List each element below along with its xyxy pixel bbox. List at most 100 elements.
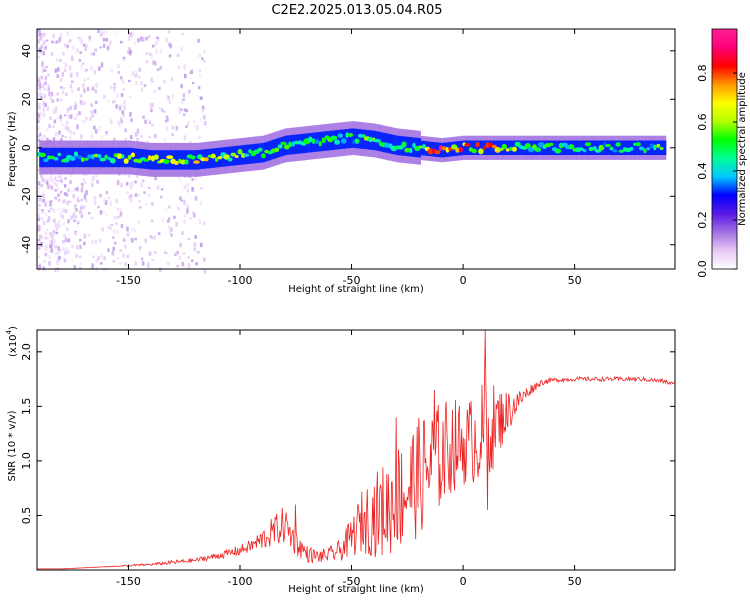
noise-cell [50,233,53,238]
noise-cell [156,36,159,40]
noise-cell [55,40,59,44]
noise-cell [56,92,59,96]
noise-cell [140,36,143,42]
noise-cell [76,187,79,192]
noise-cell [165,115,169,118]
ridge-peak-cell [99,157,107,162]
noise-cell [180,83,183,89]
ridge-peak-cell [237,149,243,155]
ridge-body-cell [132,148,136,168]
noise-cell [88,38,92,42]
noise-cell [41,211,44,214]
noise-cell [79,262,83,265]
noise-cell [146,140,150,144]
spectrogram-y-ticks: -40 -20 0 20 40 [20,44,675,254]
ridge-body-cell [358,129,361,149]
noise-cell [90,52,94,56]
noise-cell [199,74,202,78]
noise-cell [129,135,133,140]
noise-cell [191,178,194,181]
ridge-peak-cell [57,152,61,157]
noise-cell [84,68,87,72]
noise-cell [117,71,120,75]
noise-cell [120,103,124,107]
noise-cell [54,106,58,110]
noise-cell [97,29,100,34]
noise-cell [113,216,117,220]
ridge-body-cell [360,129,363,149]
noise-cell [129,111,132,117]
ridge-body-cell [115,147,118,168]
ridge-peak-cell [69,156,76,161]
noise-cell [55,58,59,62]
noise-cell [67,249,70,254]
noise-cell [154,251,157,254]
noise-cell [64,209,68,214]
noise-cell [38,101,41,106]
noise-cell [129,52,132,56]
noise-cell [66,31,70,37]
noise-cell [113,30,117,34]
noise-cell [49,244,52,248]
ridge-peak-cell [337,133,344,138]
ridge-body-cell [155,150,158,170]
noise-cell [123,105,126,111]
noise-cell [148,35,151,38]
noise-cell [38,204,41,207]
noise-cell [196,125,199,131]
noise-cell [124,262,127,267]
noise-cell [168,99,171,104]
noise-cell [37,134,40,139]
noise-cell [37,117,41,121]
noise-cell [155,49,158,54]
noise-cell [44,252,48,256]
noise-cell [147,263,150,268]
noise-cell [126,254,129,258]
x-tick-label: -150 [116,274,141,287]
noise-cell [93,109,97,114]
ridge-peak-cell [83,157,89,161]
noise-cell [62,247,65,251]
snr-plot: -150 -100 -50 0 50 0.5 1.0 1.5 2.0 Height of st… [5,326,676,595]
noise-cell [81,62,85,65]
noise-cell [117,216,120,219]
noise-cell [59,190,63,194]
ridge-peak-cell [308,136,313,143]
noise-cell [57,193,60,197]
ridge-body-cell [175,150,178,170]
noise-cell [51,98,54,102]
noise-cell [58,223,61,229]
noise-cell [37,246,40,250]
noise-cell [144,238,147,243]
noise-cell [63,259,67,263]
noise-cell [181,231,184,236]
noise-cell [44,81,47,85]
noise-cell [52,125,55,128]
x-tick-label: 50 [568,575,582,588]
ridge-peak-cell [174,160,179,165]
noise-cell [72,193,75,199]
noise-cell [117,63,120,68]
noise-cell [113,137,116,141]
noise-cell [91,263,94,269]
noise-cell [128,31,132,36]
noise-cell [116,229,120,234]
noise-cell [71,80,74,83]
noise-cell [191,82,195,85]
noise-cell [61,123,64,126]
noise-cell [54,41,57,44]
noise-cell [53,239,56,244]
noise-cell [180,47,183,52]
noise-cell [65,247,68,250]
ridge-peak-cell [434,150,441,155]
ridge-body-cell [126,147,129,168]
noise-cell [59,119,63,122]
noise-cell [89,110,93,114]
noise-cell [157,232,161,236]
noise-cell [66,45,69,48]
ridge-body-cell [262,142,265,163]
noise-cell [100,135,104,140]
noise-cell [128,47,131,52]
ridge-peak-cell [130,152,135,158]
